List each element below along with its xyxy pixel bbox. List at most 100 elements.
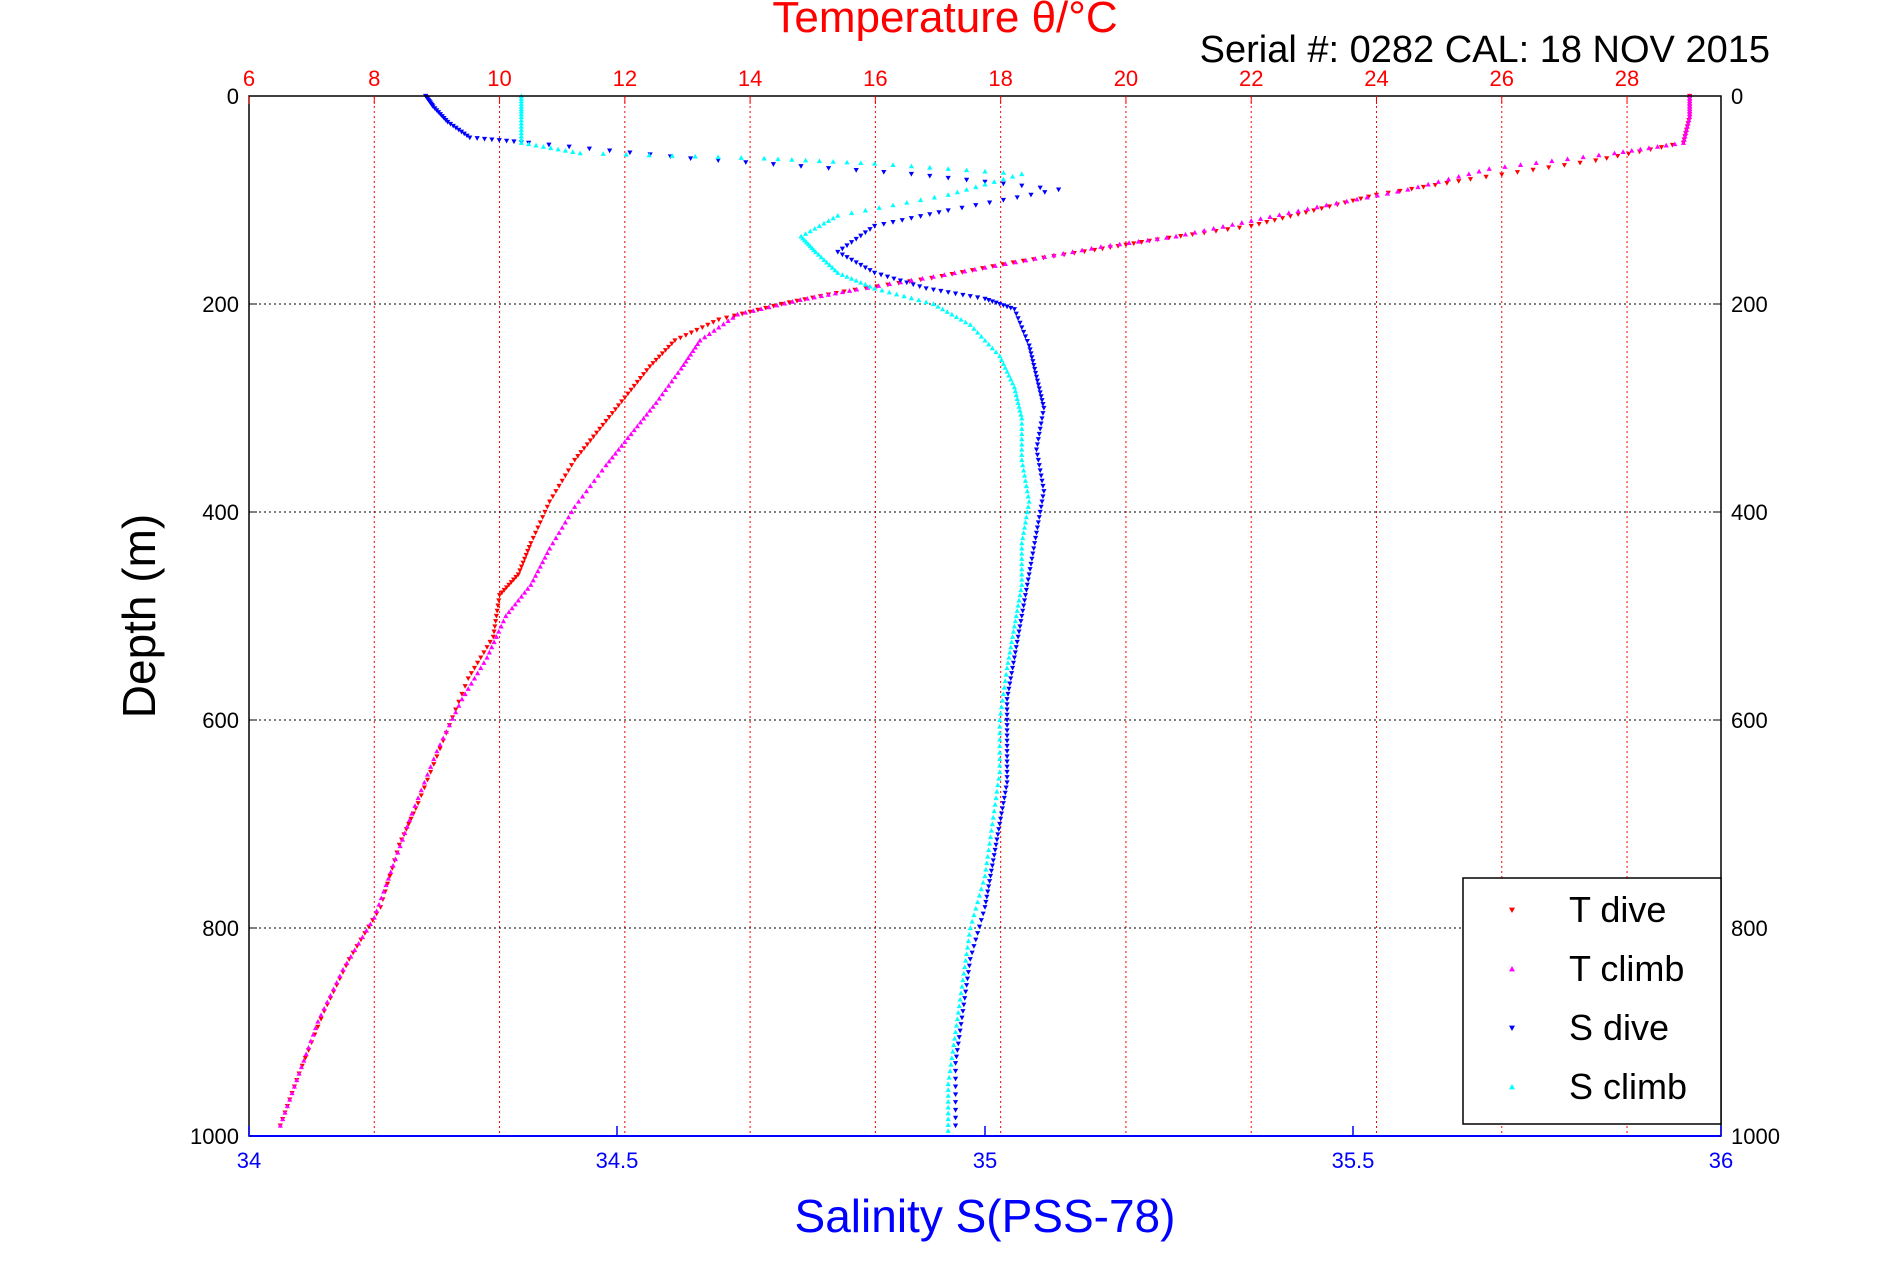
data-point	[908, 295, 914, 301]
data-point	[967, 294, 973, 299]
data-point	[1007, 649, 1013, 655]
data-point	[853, 168, 859, 173]
data-point	[816, 158, 822, 164]
data-point	[1687, 106, 1693, 112]
data-point	[1005, 691, 1011, 697]
data-point	[1420, 184, 1427, 190]
data-point	[1687, 98, 1693, 104]
data-point	[997, 730, 1003, 736]
data-point	[1395, 188, 1401, 194]
data-point	[884, 274, 891, 280]
data-point	[758, 306, 764, 312]
data-point	[1001, 684, 1007, 690]
data-point	[688, 330, 694, 336]
data-point	[945, 166, 951, 171]
data-point	[542, 554, 548, 560]
data-point	[471, 675, 478, 681]
data-point	[839, 246, 845, 252]
data-point	[919, 275, 925, 281]
data-point	[546, 142, 552, 148]
data-point	[844, 159, 850, 165]
data-point	[383, 882, 389, 888]
data-point	[1006, 686, 1012, 692]
data-point	[399, 837, 406, 842]
data-point	[969, 950, 975, 956]
data-point	[1036, 431, 1042, 437]
data-point	[446, 722, 453, 728]
data-point	[813, 249, 819, 255]
data-point	[1019, 540, 1025, 546]
data-point	[1001, 795, 1007, 801]
temp-tick-label: 14	[738, 66, 762, 91]
data-point	[1013, 645, 1019, 650]
data-point	[821, 220, 827, 226]
data-point	[625, 435, 631, 440]
data-point	[953, 314, 960, 320]
data-point	[570, 149, 576, 154]
data-point	[607, 148, 613, 154]
data-point	[742, 309, 749, 315]
data-point	[952, 1076, 959, 1082]
data-point	[623, 151, 629, 157]
data-point	[1020, 535, 1026, 541]
data-point	[872, 161, 878, 166]
data-point	[447, 121, 454, 127]
data-point	[778, 301, 785, 307]
data-point	[1023, 257, 1029, 263]
data-point	[872, 223, 878, 229]
data-point	[1037, 390, 1043, 395]
data-point	[918, 197, 924, 203]
data-point	[478, 655, 484, 661]
data-point	[1611, 150, 1618, 156]
data-point	[537, 520, 543, 525]
data-point	[839, 252, 845, 258]
data-point	[1182, 231, 1189, 237]
data-point	[1000, 197, 1006, 203]
data-point	[1028, 351, 1034, 356]
data-point	[415, 801, 421, 806]
data-point	[1023, 514, 1029, 520]
data-point	[739, 311, 745, 317]
data-point	[491, 639, 497, 645]
data-point	[738, 155, 744, 160]
data-point	[371, 915, 377, 920]
data-point	[1034, 378, 1041, 384]
data-point	[1164, 235, 1170, 240]
data-point	[997, 736, 1003, 742]
data-point	[999, 806, 1006, 811]
data-point	[443, 729, 449, 734]
data-point	[958, 990, 964, 996]
data-point	[504, 585, 510, 590]
data-point	[595, 473, 601, 478]
data-point	[434, 748, 440, 754]
data-point	[1012, 259, 1019, 265]
data-point	[584, 442, 590, 447]
data-point	[395, 850, 401, 855]
data-point	[1319, 206, 1325, 212]
data-point	[908, 277, 914, 283]
data-point	[990, 858, 996, 863]
data-point	[1530, 167, 1536, 173]
data-point	[1166, 235, 1172, 241]
data-point	[832, 290, 839, 296]
data-point	[522, 590, 528, 595]
data-point	[743, 160, 749, 165]
data-point	[927, 212, 933, 217]
data-point	[294, 1077, 300, 1083]
data-point	[1016, 404, 1022, 409]
data-point	[556, 483, 562, 489]
data-point	[987, 879, 993, 884]
data-point	[1034, 452, 1041, 458]
data-point	[321, 1006, 327, 1011]
data-point	[999, 697, 1006, 703]
data-point	[475, 660, 481, 666]
data-point	[812, 226, 818, 231]
data-point	[1019, 171, 1025, 177]
data-point	[428, 769, 434, 775]
data-point	[467, 135, 473, 141]
data-point	[755, 307, 761, 313]
data-point	[1364, 194, 1370, 200]
data-point	[996, 775, 1002, 781]
data-point	[548, 145, 554, 151]
data-point	[301, 1058, 307, 1063]
